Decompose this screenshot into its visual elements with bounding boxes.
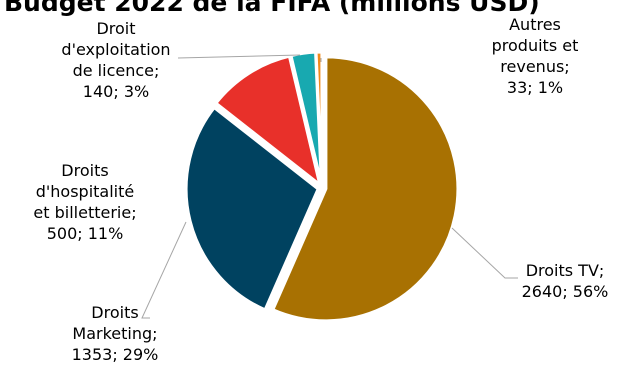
slice-label-line: Autres xyxy=(509,15,561,34)
slice-label-line: Droits xyxy=(91,303,139,322)
slice-label-line: Marketing; xyxy=(72,324,158,343)
slice-label-0: Droits TV; 2640; 56% xyxy=(510,260,620,302)
slice-label-line: et billetterie; xyxy=(33,203,137,222)
slice-label-line: d'exploitation xyxy=(61,40,171,59)
slice-label-3: Droit d'exploitation de licence; 140; 3% xyxy=(36,18,196,102)
slice-label-line: d'hospitalité xyxy=(35,182,135,201)
pie-slice-0 xyxy=(271,55,460,323)
slice-label-line: 500; 11% xyxy=(46,224,124,243)
slice-label-line: revenus; xyxy=(500,57,570,76)
slice-label-line: 140; 3% xyxy=(82,82,150,101)
slice-label-line: 33; 1% xyxy=(506,78,564,97)
leader-line-1 xyxy=(141,221,187,319)
slice-label-line: Droits xyxy=(61,161,109,180)
slice-label-1: Droits Marketing; 1353; 29% xyxy=(60,302,170,365)
slice-label-line: produits et xyxy=(491,36,579,55)
slice-label-line: 2640; 56% xyxy=(521,282,609,301)
slice-label-line: Droits TV; xyxy=(525,261,605,280)
pie-slice-4 xyxy=(314,50,324,186)
leader-line-0 xyxy=(451,227,518,279)
leader-line-3 xyxy=(177,54,301,59)
slice-label-4: Autres produits et revenus; 33; 1% xyxy=(460,14,610,98)
slice-label-line: de licence; xyxy=(72,61,160,80)
slice-label-line: Droit xyxy=(96,19,136,38)
slice-label-line: 1353; 29% xyxy=(71,345,159,364)
slice-label-2: Droits d'hospitalité et billetterie; 500; 1… xyxy=(20,160,150,244)
pie-slice-2 xyxy=(214,54,322,187)
pie-slice-1 xyxy=(184,106,320,312)
chart-title: Budget 2022 de la FIFA (millions USD) xyxy=(4,0,540,17)
